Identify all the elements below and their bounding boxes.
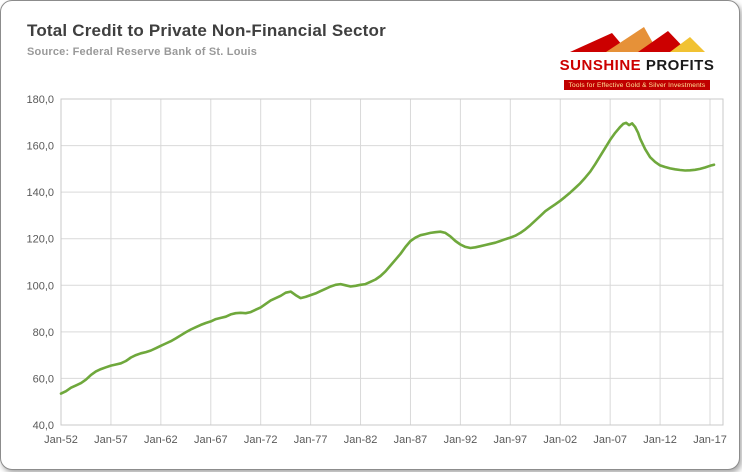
x-axis-label: Jan-07 xyxy=(593,434,627,446)
y-axis-label: 60,0 xyxy=(33,373,54,385)
logo-wordmark: SUNSHINE PROFITS xyxy=(557,58,717,74)
x-axis-label: Jan-87 xyxy=(394,434,428,446)
x-axis-label: Jan-62 xyxy=(144,434,178,446)
chart-area: 40,0 60,0 80,0 100,0 120,0 140,0 160,0 180,0 Jan… xyxy=(9,89,731,466)
y-axis-label: 120,0 xyxy=(26,234,54,246)
logo-word-profits: PROFITS xyxy=(641,57,715,74)
y-axis-label: 140,0 xyxy=(26,187,54,199)
x-axis-label: Jan-92 xyxy=(444,434,478,446)
chart-source: Source: Federal Reserve Bank of St. Loui… xyxy=(27,46,258,58)
logo-mountains-icon xyxy=(570,27,705,52)
y-axis-label: 80,0 xyxy=(33,327,54,339)
logo-word-sunshine: SUNSHINE xyxy=(559,57,642,74)
x-axis-label: Jan-17 xyxy=(693,434,727,446)
credit-line-series xyxy=(59,121,716,395)
x-axis-label: Jan-57 xyxy=(94,434,128,446)
plot-border xyxy=(60,98,724,426)
chart-header: Total Credit to Private Non-Financial Se… xyxy=(1,1,739,92)
y-axis-label: 180,0 xyxy=(26,94,54,106)
x-axis-label: Jan-77 xyxy=(294,434,328,446)
x-axis-label: Jan-52 xyxy=(44,434,78,446)
x-axis-label: Jan-72 xyxy=(244,434,278,446)
x-axis-label: Jan-02 xyxy=(543,434,577,446)
logo-tagline: Tools for Effective Gold & Silver Invest… xyxy=(563,80,711,91)
title-block: Total Credit to Private Non-Financial Se… xyxy=(27,13,386,58)
line-chart: 40,0 60,0 80,0 100,0 120,0 140,0 160,0 180,0 Jan… xyxy=(26,94,727,446)
x-axis-label: Jan-82 xyxy=(344,434,378,446)
y-axis-label: 100,0 xyxy=(26,280,54,292)
x-axis-label: Jan-67 xyxy=(194,434,228,446)
chart-title: Total Credit to Private Non-Financial Se… xyxy=(27,21,386,40)
x-axis-label: Jan-97 xyxy=(494,434,528,446)
y-axis-label: 40,0 xyxy=(33,420,54,432)
sunshine-profits-logo: SUNSHINE PROFITS Tools for Effective Gol… xyxy=(557,27,717,92)
y-axis-label: 160,0 xyxy=(26,141,54,153)
x-axis-label: Jan-12 xyxy=(643,434,677,446)
